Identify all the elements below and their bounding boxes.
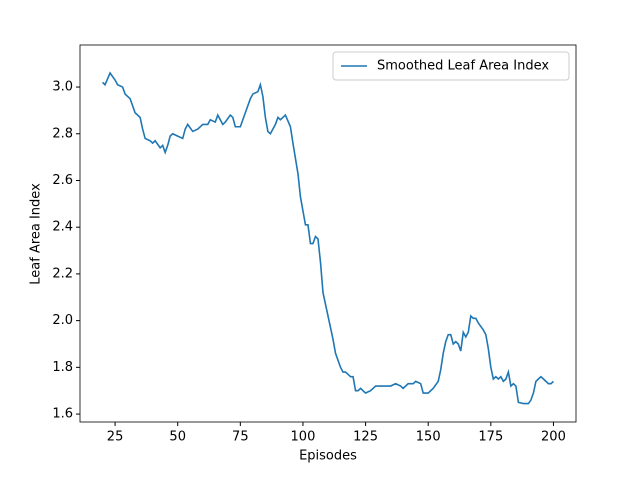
y-tick-label: 3.0 <box>52 80 73 95</box>
x-tick-label: 175 <box>478 430 503 445</box>
x-tick-label: 125 <box>353 430 378 445</box>
line-series <box>101 71 555 405</box>
x-tick-label: 200 <box>541 430 566 445</box>
y-tick-label: 1.8 <box>52 360 73 375</box>
x-tick-label: 100 <box>291 430 316 445</box>
x-tick-label: 75 <box>232 430 249 445</box>
x-tick-label: 25 <box>107 430 124 445</box>
x-tick-label: 150 <box>416 430 441 445</box>
y-tick-label: 2.4 <box>52 220 73 235</box>
x-axis-label: Episodes <box>299 449 357 464</box>
y-tick-label: 2.8 <box>52 126 73 141</box>
axes-frame <box>79 44 577 423</box>
y-tick-label: 2.0 <box>52 313 73 328</box>
x-tick-label: 50 <box>169 430 186 445</box>
legend-box <box>332 51 570 81</box>
y-tick-label: 2.6 <box>52 173 73 188</box>
y-axis-label: Leaf Area Index <box>29 183 44 285</box>
legend-label: Smoothed Leaf Area Index <box>377 59 549 74</box>
y-tick-label: 2.2 <box>52 266 73 281</box>
y-tick-label: 1.6 <box>52 407 73 422</box>
